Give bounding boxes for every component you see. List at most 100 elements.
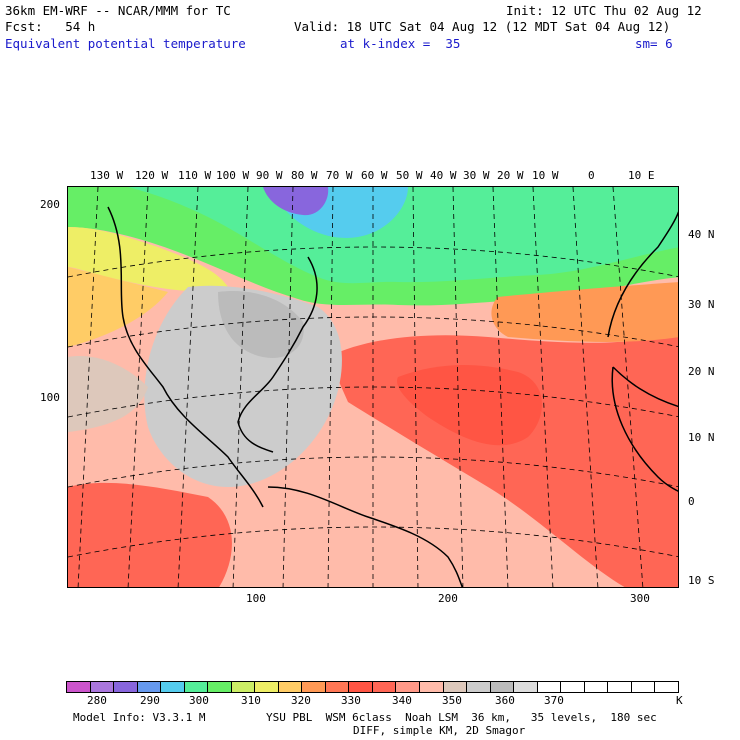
latitude-label: 10 S <box>688 574 715 587</box>
colorbar-swatch <box>537 682 562 692</box>
colorbar-swatch <box>584 682 609 692</box>
smoothing-label: sm= 6 <box>635 36 673 51</box>
footer-model-info: Model Info: V3.3.1 M <box>73 711 206 724</box>
colorbar-swatch <box>655 682 678 692</box>
colorbar-label: 360 <box>495 694 515 707</box>
longitude-label: 100 W <box>216 169 250 182</box>
field-moist-core <box>218 291 304 358</box>
graticule-lon-2 <box>127 187 149 587</box>
grid-index-bottom: 200 <box>438 592 458 605</box>
colorbar-swatch <box>137 682 162 692</box>
longitude-label: 60 W <box>361 169 388 182</box>
level-label: at k-index = 35 <box>340 36 461 51</box>
colorbar-swatch <box>467 682 491 692</box>
field-coldest-core <box>263 187 329 216</box>
colorbar-swatch <box>231 682 256 692</box>
coastline-africa-west <box>611 366 678 492</box>
colorbar-swatch <box>325 682 350 692</box>
longitude-label: 120 W <box>135 169 169 182</box>
colorbar-label: 340 <box>392 694 412 707</box>
colorbar-swatch <box>302 682 326 692</box>
longitude-label: 110 W <box>178 169 212 182</box>
graticule-lon-11 <box>532 187 554 587</box>
colorbar-swatch <box>608 682 632 692</box>
colorbar-swatch <box>90 682 115 692</box>
footer-diffusion: DIFF, simple KM, 2D Smagor <box>353 724 526 737</box>
graticule-lon-6 <box>327 187 334 587</box>
grid-index-bottom: 300 <box>630 592 650 605</box>
colorbar-swatch <box>419 682 444 692</box>
graticule-lon-4 <box>232 187 249 587</box>
colorbar-label: 350 <box>442 694 462 707</box>
coastline-africa-north <box>612 366 678 408</box>
coastline-south-america-north <box>267 486 464 587</box>
graticule-lon-12 <box>572 187 599 587</box>
graticule-lat-40n <box>68 246 678 278</box>
longitude-label: 40 W <box>430 169 457 182</box>
grid-index-left: 100 <box>40 391 60 404</box>
longitude-label: 50 W <box>396 169 423 182</box>
longitude-label: 10 E <box>628 169 655 182</box>
colorbar-label: 330 <box>341 694 361 707</box>
colorbar-swatch <box>278 682 303 692</box>
longitude-label: 20 W <box>497 169 524 182</box>
graticule-lon-8 <box>412 187 419 587</box>
longitude-label: 30 W <box>463 169 490 182</box>
longitude-label: 10 W <box>532 169 559 182</box>
colorbar-swatch <box>255 682 279 692</box>
colorbar-swatch <box>372 682 397 692</box>
colorbar-label: 370 <box>544 694 564 707</box>
longitude-label: 0 <box>588 169 595 182</box>
longitude-label: 130 W <box>90 169 124 182</box>
graticule-lat-0 <box>68 526 678 558</box>
colorbar-swatch <box>67 682 91 692</box>
field-warm-southwest <box>68 482 232 587</box>
colorbar-label: 290 <box>140 694 160 707</box>
colorbar-swatch <box>208 682 232 692</box>
colorbar-label: 300 <box>189 694 209 707</box>
latitude-label: 0 <box>688 495 695 508</box>
colorbar-swatch <box>514 682 538 692</box>
field-name: Equivalent potential temperature <box>5 36 246 51</box>
latitude-label: 30 N <box>688 298 715 311</box>
theta-e-map <box>68 187 678 587</box>
graticule-lon-9 <box>452 187 464 587</box>
graticule-lon-1 <box>77 187 99 587</box>
colorbar <box>66 681 679 693</box>
colorbar-swatch <box>443 682 468 692</box>
colorbar-swatch <box>114 682 138 692</box>
colorbar-swatch <box>349 682 373 692</box>
graticule-lon-13 <box>612 187 644 587</box>
graticule <box>68 187 678 587</box>
colorbar-swatch <box>631 682 656 692</box>
graticule-lon-5 <box>282 187 294 587</box>
colorbar-swatch <box>184 682 209 692</box>
graticule-lon-10 <box>492 187 509 587</box>
grid-index-bottom: 100 <box>246 592 266 605</box>
graticule-lat-10n <box>68 456 678 488</box>
coastline-us-east <box>237 256 318 453</box>
graticule-lat-20n <box>68 386 678 418</box>
colorbar-label: 320 <box>291 694 311 707</box>
graticule-lat-30n <box>68 316 678 348</box>
valid-time: Valid: 18 UTC Sat 04 Aug 12 (12 MDT Sat … <box>294 19 671 34</box>
field-yellow-band <box>68 227 228 292</box>
colorbar-swatch <box>490 682 515 692</box>
forecast-hour: Fcst: 54 h <box>5 19 96 34</box>
coastline-europe <box>607 211 678 338</box>
longitude-label: 70 W <box>326 169 353 182</box>
latitude-label: 10 N <box>688 431 715 444</box>
colorbar-swatch <box>561 682 585 692</box>
footer-physics: YSU PBL WSM 6class Noah LSM 36 km, 35 le… <box>266 711 657 724</box>
init-time: Init: 12 UTC Thu 02 Aug 12 <box>506 3 702 18</box>
latitude-label: 40 N <box>688 228 715 241</box>
grid-index-left: 200 <box>40 198 60 211</box>
map-panel <box>67 186 679 588</box>
colorbar-unit: K <box>676 694 683 707</box>
colorbar-label: 310 <box>241 694 261 707</box>
longitude-label: 90 W <box>256 169 283 182</box>
graticule-lon-3 <box>177 187 199 587</box>
longitude-label: 80 W <box>291 169 318 182</box>
field-warmest-core <box>397 365 542 446</box>
colorbar-label: 280 <box>87 694 107 707</box>
